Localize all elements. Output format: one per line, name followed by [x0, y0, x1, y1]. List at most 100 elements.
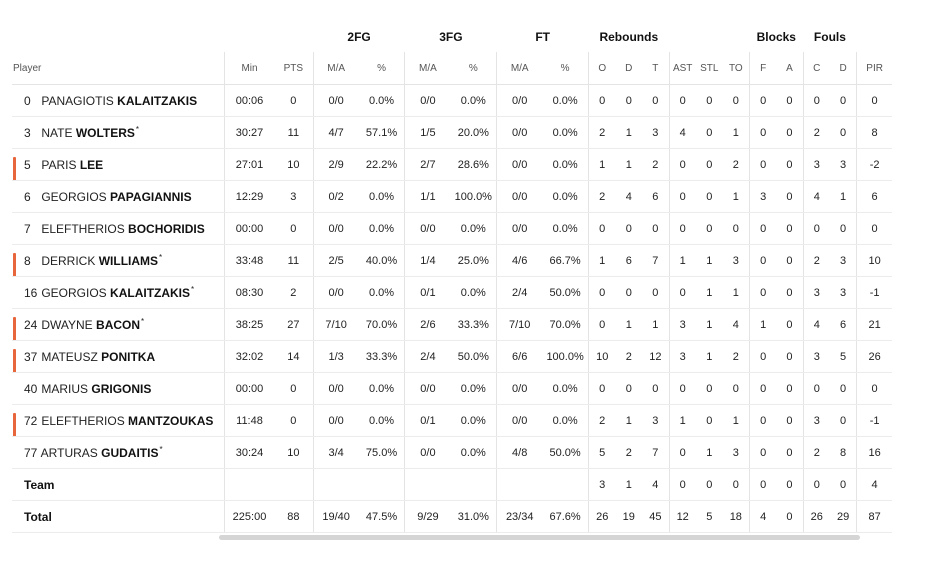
player-row[interactable]: 24 DWAYNE BACON* 38:25 27 7/10 70.0% 2/6 33.3%… [12, 308, 892, 341]
player-cell[interactable]: 7 ELEFTHERIOS BOCHORIDIS [12, 212, 225, 245]
stat-fg3-pct: 50.0% [450, 340, 497, 373]
stat-pts: 10 [274, 436, 314, 469]
player-last-name[interactable]: PONITKA [101, 350, 156, 364]
col-blk-f[interactable]: F [748, 52, 777, 85]
stat-fg3-ma: 0/0 [404, 372, 451, 405]
player-first-name[interactable]: PANAGIOTIS [41, 94, 114, 108]
boxscore-container: 2FG 3FG FT Rebounds Blocks Fouls Player … [12, 22, 892, 540]
player-first-name[interactable]: NATE [41, 126, 73, 140]
stat-reb-o: 26 [588, 500, 616, 533]
player-row[interactable]: 72 ELEFTHERIOS MANTZOUKAS 11:48 0 0/0 0.0% 0/… [12, 404, 892, 437]
col-pts[interactable]: PTS [274, 52, 314, 85]
player-last-name[interactable]: MANTZOUKAS [128, 414, 214, 428]
player-row[interactable]: 6 GEORGIOS PAPAGIANNIS 12:29 3 0/2 0.0% 1/1 10… [12, 180, 892, 213]
stat-reb-t: 0 [642, 276, 670, 309]
player-row[interactable]: 3 NATE WOLTERS* 30:27 11 4/7 57.1% 1/5 20.0% 0/… [12, 116, 892, 149]
col-foul-c[interactable]: C [802, 52, 830, 85]
player-row[interactable]: 37 MATEUSZ PONITKA 32:02 14 1/3 33.3% 2/4 50.0… [12, 340, 892, 373]
player-last-name[interactable]: KALAITZAKIS [117, 94, 198, 108]
player-row[interactable]: 8 DERRICK WILLIAMS* 33:48 11 2/5 40.0% 1/4 25.… [12, 244, 892, 277]
stat-foul-c: 0 [802, 212, 830, 245]
col-foul-d[interactable]: D [829, 52, 857, 85]
player-last-name[interactable]: GUDAITIS [101, 446, 159, 460]
player-last-name[interactable]: BOCHORIDIS [128, 222, 205, 236]
player-last-name[interactable]: WILLIAMS [98, 254, 159, 268]
col-ft-ma[interactable]: M/A [496, 52, 543, 85]
stat-blk-a: 0 [776, 180, 804, 213]
stat-stl: 1 [695, 308, 723, 341]
group-rebounds: Rebounds [599, 30, 659, 44]
player-first-name[interactable]: GEORGIOS [41, 286, 107, 300]
horizontal-scrollbar[interactable] [219, 535, 860, 540]
stat-fg2-ma: 0/2 [312, 180, 359, 213]
col-to[interactable]: TO [722, 52, 750, 85]
player-row[interactable]: 16 GEORGIOS KALAITZAKIS* 08:30 2 0/0 0.0% 0/1… [12, 276, 892, 309]
stat-fg2-pct: 0.0% [358, 404, 405, 437]
player-cell[interactable]: 24 DWAYNE BACON* [12, 308, 225, 341]
player-cell[interactable]: 8 DERRICK WILLIAMS* [12, 244, 225, 277]
stat-ast: 0 [668, 148, 696, 181]
player-last-name[interactable]: BACON [96, 318, 141, 332]
col-2fg-pct[interactable]: % [358, 52, 405, 85]
player-last-name[interactable]: GRIGONIS [91, 382, 152, 396]
player-cell[interactable]: 3 NATE WOLTERS* [12, 116, 225, 149]
col-2fg-ma[interactable]: M/A [312, 52, 359, 85]
player-first-name[interactable]: PARIS [41, 158, 77, 172]
player-first-name[interactable]: MATEUSZ [41, 350, 98, 364]
stat-reb-d: 2 [615, 436, 643, 469]
col-player[interactable]: Player [12, 52, 225, 85]
col-blk-a[interactable]: A [776, 52, 804, 85]
player-last-name[interactable]: LEE [79, 158, 104, 172]
player-cell[interactable]: 0 PANAGIOTIS KALAITZAKIS [12, 84, 225, 117]
stat-ft-pct: 66.7% [542, 244, 589, 277]
player-first-name[interactable]: ARTURAS [40, 446, 98, 460]
stat-reb-d: 1 [615, 116, 643, 149]
stat-pts: 3 [274, 180, 314, 213]
player-first-name[interactable]: ELEFTHERIOS [41, 222, 125, 236]
group-2fg: 2FG [347, 30, 371, 44]
player-cell[interactable]: 16 GEORGIOS KALAITZAKIS* [12, 276, 225, 309]
player-cell[interactable]: 72 ELEFTHERIOS MANTZOUKAS [12, 404, 225, 437]
player-cell[interactable]: 40 MARIUS GRIGONIS [12, 372, 225, 405]
col-reb-t[interactable]: T [642, 52, 670, 85]
stat-blk-a: 0 [776, 372, 804, 405]
starter-marker: * [159, 445, 163, 454]
player-last-name[interactable]: PAPAGIANNIS [110, 190, 192, 204]
player-row[interactable]: 5 PARIS LEE 27:01 10 2/9 22.2% 2/7 28.6% 0/0 0.0… [12, 148, 892, 181]
player-first-name[interactable]: GEORGIOS [41, 190, 107, 204]
col-ast[interactable]: AST [668, 52, 696, 85]
stat-stl: 0 [695, 212, 723, 245]
col-stl[interactable]: STL [695, 52, 723, 85]
col-reb-d[interactable]: D [615, 52, 643, 85]
player-row[interactable]: 40 MARIUS GRIGONIS 00:00 0 0/0 0.0% 0/0 0.0% 0/… [12, 372, 892, 405]
stat-ft-pct: 50.0% [542, 436, 589, 469]
player-row[interactable]: 0 PANAGIOTIS KALAITZAKIS 00:06 0 0/0 0.0% 0/0… [12, 84, 892, 117]
player-first-name[interactable]: DERRICK [41, 254, 96, 268]
col-3fg-ma[interactable]: M/A [404, 52, 451, 85]
player-last-name[interactable]: WOLTERS [75, 126, 135, 140]
player-cell[interactable]: 77 ARTURAS GUDAITIS* [12, 436, 225, 469]
col-min[interactable]: Min [224, 52, 275, 85]
stat-reb-t: 12 [642, 340, 670, 373]
player-row[interactable]: 7 ELEFTHERIOS BOCHORIDIS 00:00 0 0/0 0.0% 0/0… [12, 212, 892, 245]
group-empty [669, 22, 749, 52]
stat-fg2-pct: 47.5% [358, 500, 405, 533]
player-number: 0 [24, 94, 31, 108]
stat-fg3-pct: 33.3% [450, 308, 497, 341]
col-pir[interactable]: PIR [856, 52, 892, 85]
player-first-name[interactable]: MARIUS [41, 382, 89, 396]
player-first-name[interactable]: ELEFTHERIOS [41, 414, 125, 428]
player-cell[interactable]: 37 MATEUSZ PONITKA [12, 340, 225, 373]
player-last-name[interactable]: KALAITZAKIS [110, 286, 191, 300]
stat-reb-o: 0 [588, 84, 616, 117]
stat-to: 4 [722, 308, 750, 341]
player-cell[interactable]: 5 PARIS LEE [12, 148, 225, 181]
stat-ft-pct [542, 468, 589, 501]
col-ft-pct[interactable]: % [542, 52, 589, 85]
player-cell[interactable]: 6 GEORGIOS PAPAGIANNIS [12, 180, 225, 213]
group-fouls: Fouls [813, 30, 846, 44]
player-row[interactable]: 77 ARTURAS GUDAITIS* 30:24 10 3/4 75.0% 0/0 0.… [12, 436, 892, 469]
col-3fg-pct[interactable]: % [450, 52, 497, 85]
player-first-name[interactable]: DWAYNE [41, 318, 93, 332]
col-reb-o[interactable]: O [588, 52, 616, 85]
